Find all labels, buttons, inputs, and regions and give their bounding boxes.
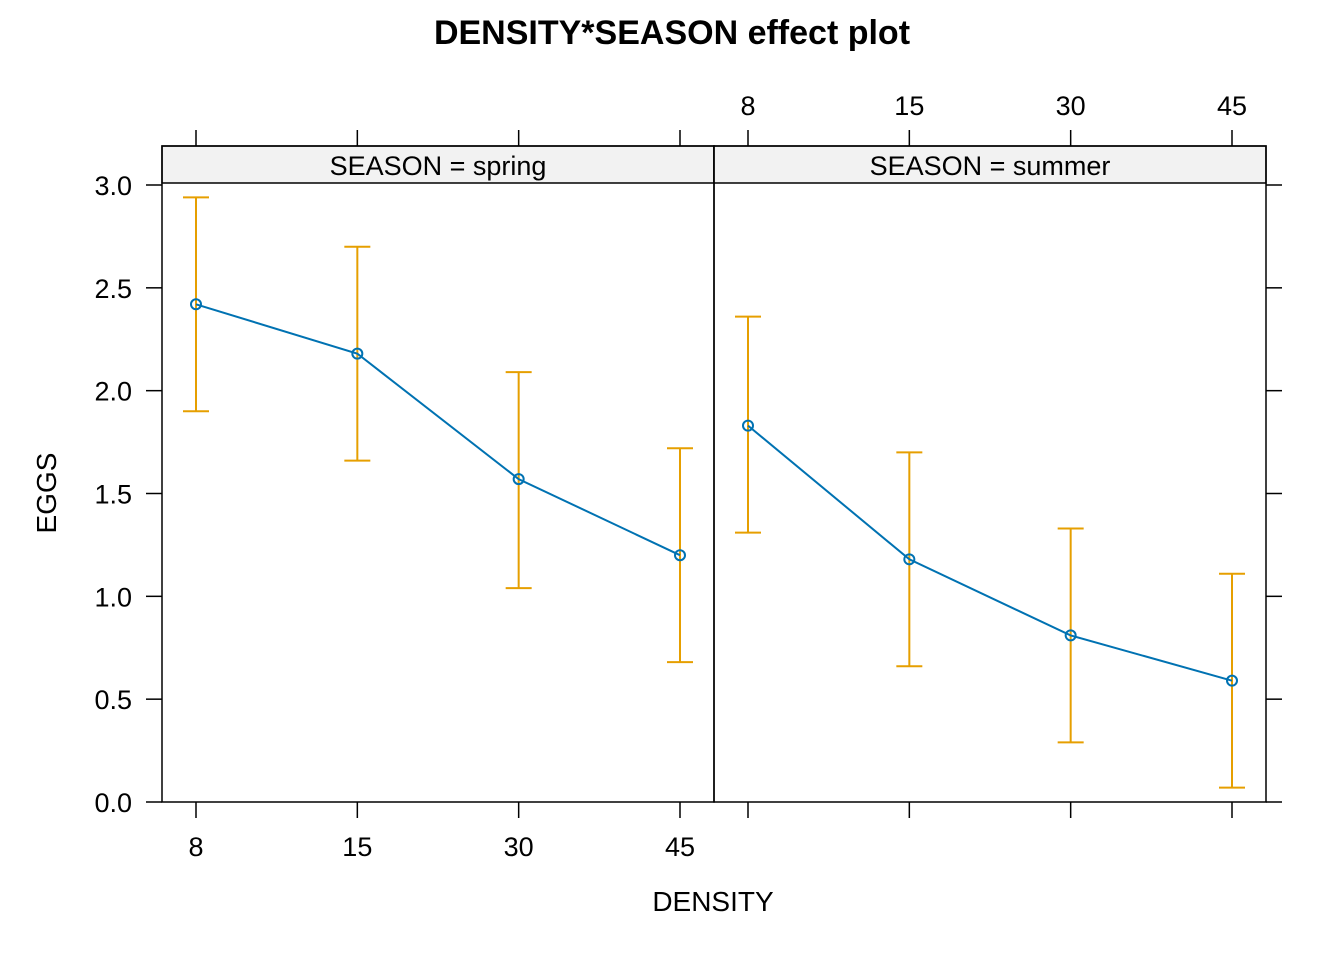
x-tick-label-top: 30 <box>1056 91 1086 121</box>
strip-background <box>713 145 1267 184</box>
y-tick-label: 2.0 <box>94 377 132 407</box>
series-line <box>747 424 1233 682</box>
y-tick-label: 1.0 <box>94 582 132 612</box>
x-tick-label-top: 15 <box>894 91 924 121</box>
strip-background <box>161 145 715 184</box>
x-tick-label-top: 8 <box>740 91 755 121</box>
data-point <box>190 298 202 311</box>
data-point <box>1226 674 1238 687</box>
panel-frame <box>161 145 715 803</box>
x-axis-label: DENSITY <box>652 886 774 917</box>
data-point <box>1064 629 1077 642</box>
y-axis-label: EGGS <box>31 453 62 534</box>
y-tick-label: 1.5 <box>94 480 132 510</box>
data-point <box>903 553 916 566</box>
strip-label: SEASON = summer <box>870 151 1111 181</box>
x-tick-label: 15 <box>342 832 372 862</box>
x-tick-label-top: 45 <box>1217 91 1247 121</box>
y-tick-label: 2.5 <box>94 274 132 304</box>
x-tick-label: 30 <box>504 832 534 862</box>
series-line <box>195 303 681 557</box>
strip-label: SEASON = spring <box>330 151 547 181</box>
panel-frame <box>713 145 1267 803</box>
data-point <box>351 347 364 360</box>
y-tick-label: 3.0 <box>94 171 132 201</box>
plot-area: SEASON = spring SEASON = summer 0.0 0.5 1.0 1… <box>94 91 1282 862</box>
y-tick-label: 0.0 <box>94 788 132 818</box>
data-point <box>742 419 754 432</box>
chart-title: DENSITY*SEASON effect plot <box>434 14 910 52</box>
x-tick-label: 45 <box>665 832 695 862</box>
x-tick-label: 8 <box>188 832 203 862</box>
y-tick-label: 0.5 <box>94 685 132 715</box>
data-point <box>674 549 686 562</box>
data-point <box>512 473 525 486</box>
